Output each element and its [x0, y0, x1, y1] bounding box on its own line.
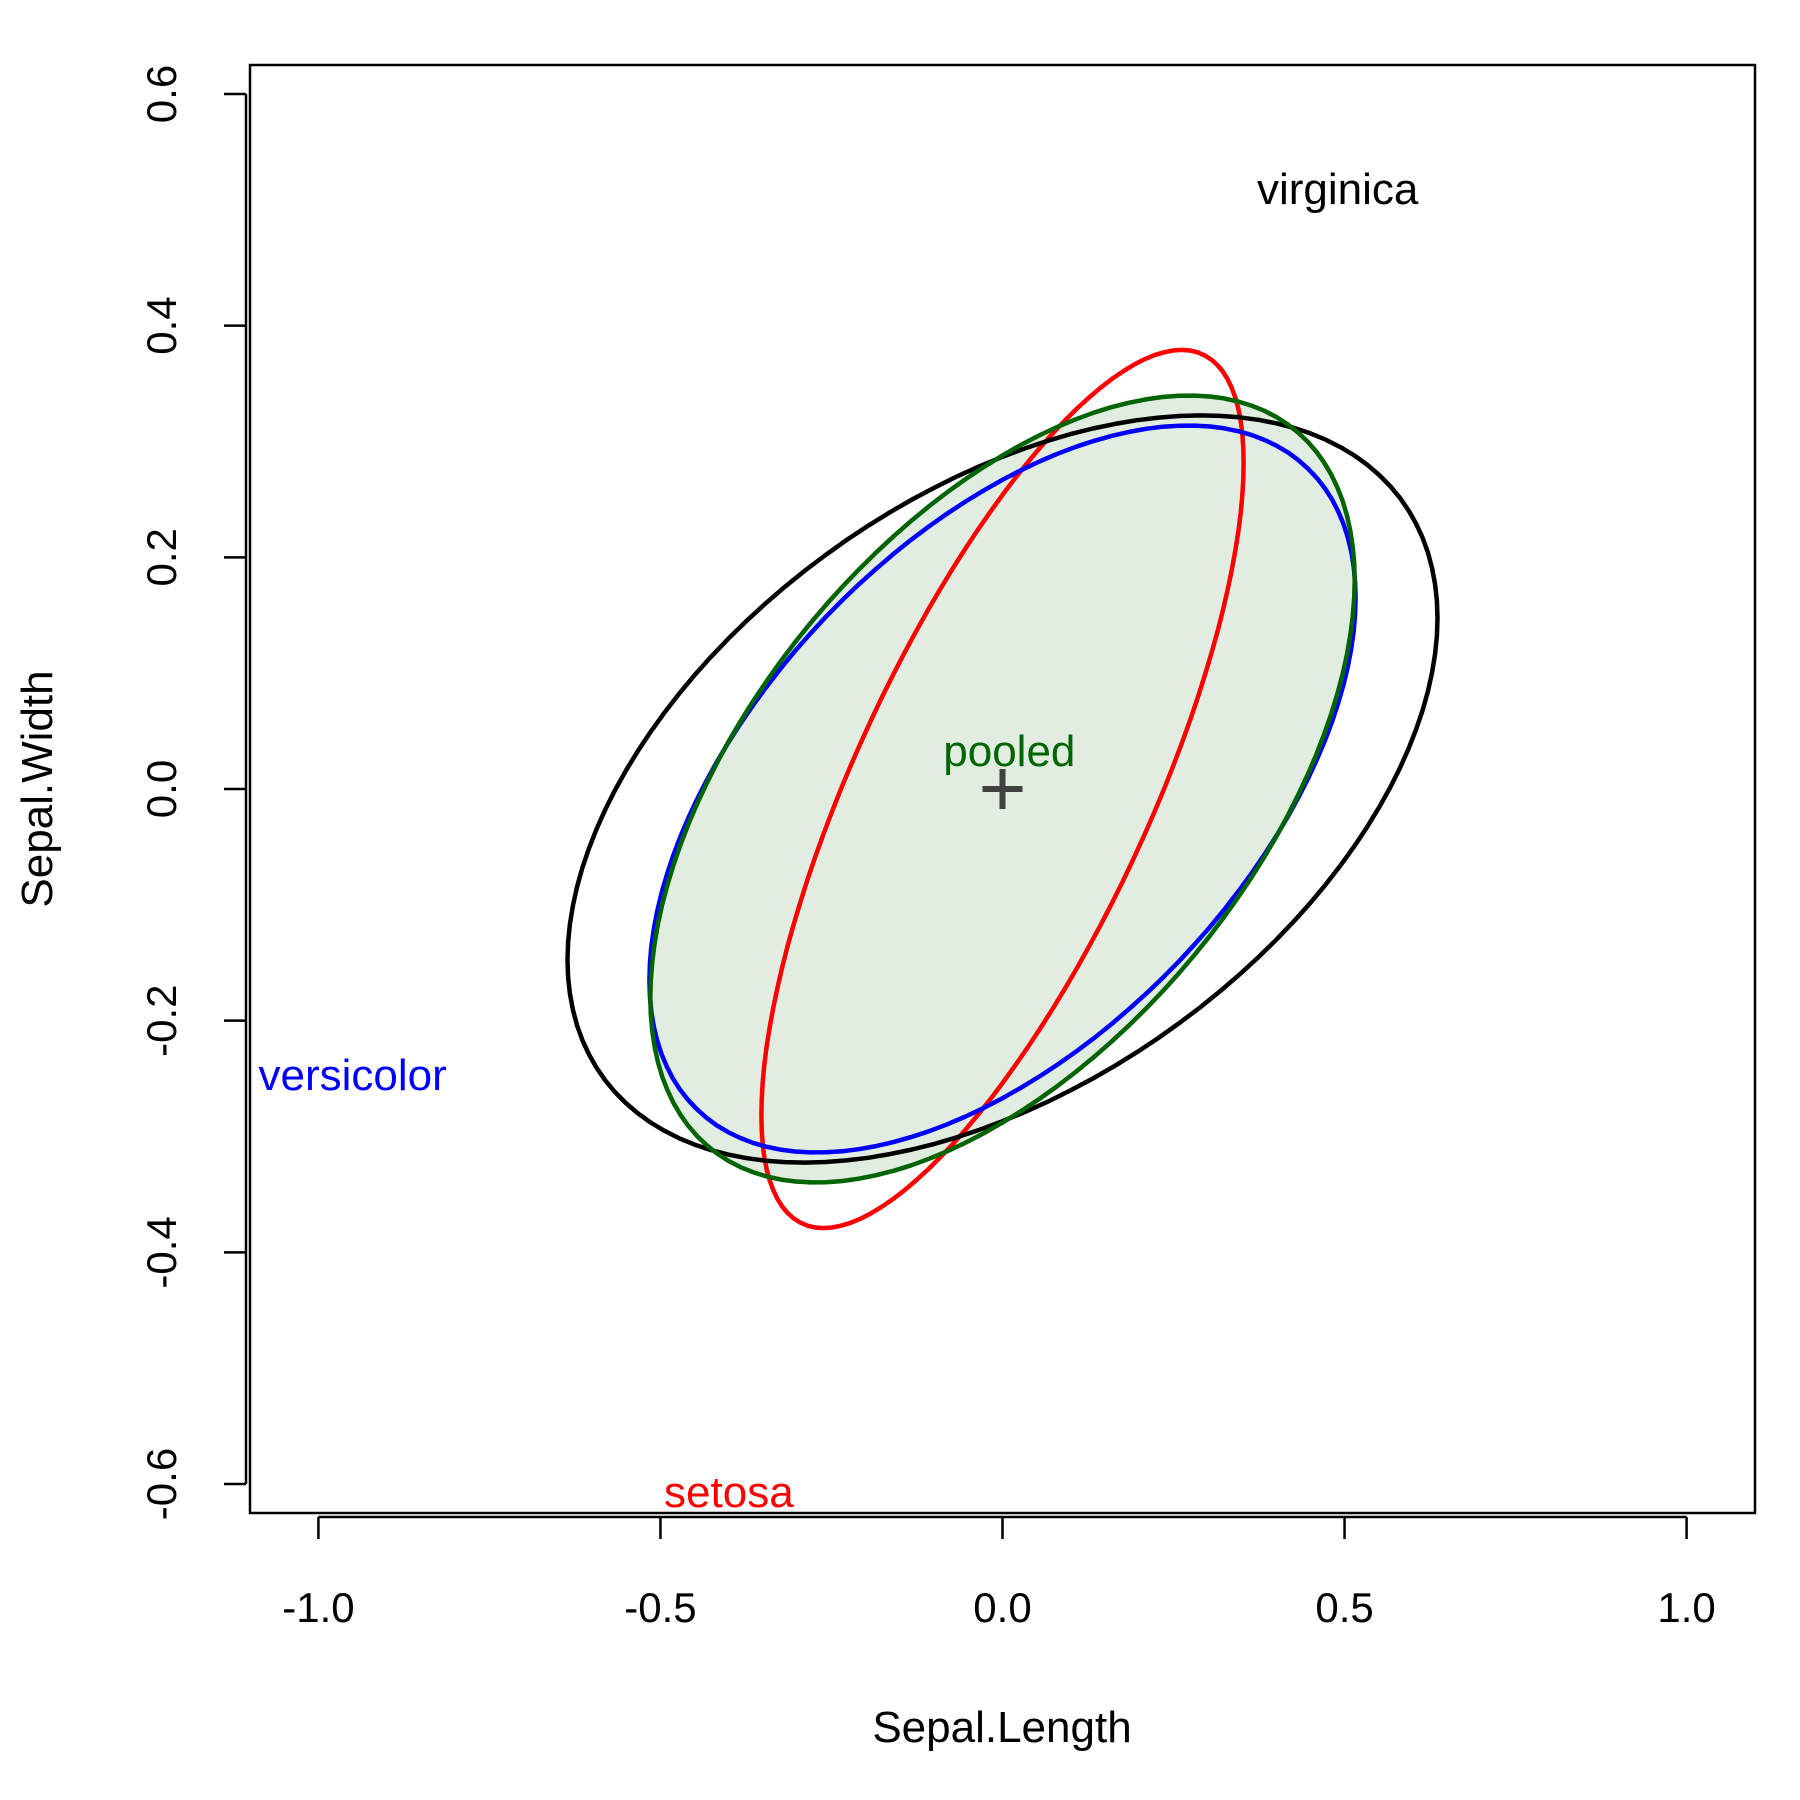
label-pooled: pooled: [943, 727, 1075, 776]
label-versicolor: versicolor: [258, 1051, 446, 1100]
ellipse-setosa: [759, 347, 1246, 1231]
x-tick-label: 0.0: [973, 1584, 1031, 1631]
x-tick-label: -1.0: [282, 1584, 354, 1631]
center-plus-icon: [982, 769, 1023, 809]
ellipse-curves: [565, 347, 1440, 1231]
y-tick-label: -0.6: [138, 1448, 185, 1520]
plot-box: [248, 63, 1757, 1515]
x-axis: -1.0 -0.5 0.0 0.5 1.0: [282, 1515, 1716, 1631]
ellipse-pooled: [648, 393, 1357, 1185]
y-tick-label: -0.2: [138, 985, 185, 1057]
y-tick-label: 0.0: [138, 760, 185, 818]
x-tick-label: 1.0: [1657, 1584, 1715, 1631]
y-tick-label: 0.4: [138, 296, 185, 354]
center-marker: [982, 769, 1023, 809]
label-setosa: setosa: [664, 1468, 794, 1517]
series-labels: setosa versicolor virginica pooled: [258, 165, 1418, 1517]
ellipse-virginica: [565, 413, 1440, 1165]
label-virginica: virginica: [1257, 165, 1419, 214]
y-axis-label: Sepal.Width: [13, 670, 62, 907]
y-tick-label: 0.6: [138, 65, 185, 123]
y-tick-label: -0.4: [138, 1216, 185, 1288]
x-tick-label: -0.5: [624, 1584, 696, 1631]
x-axis-label: Sepal.Length: [872, 1703, 1131, 1752]
y-tick-label: 0.2: [138, 528, 185, 586]
x-tick-label: 0.5: [1315, 1584, 1373, 1631]
y-axis: -0.6 -0.4 -0.2 0.0 0.2 0.4 0.6: [138, 65, 248, 1520]
